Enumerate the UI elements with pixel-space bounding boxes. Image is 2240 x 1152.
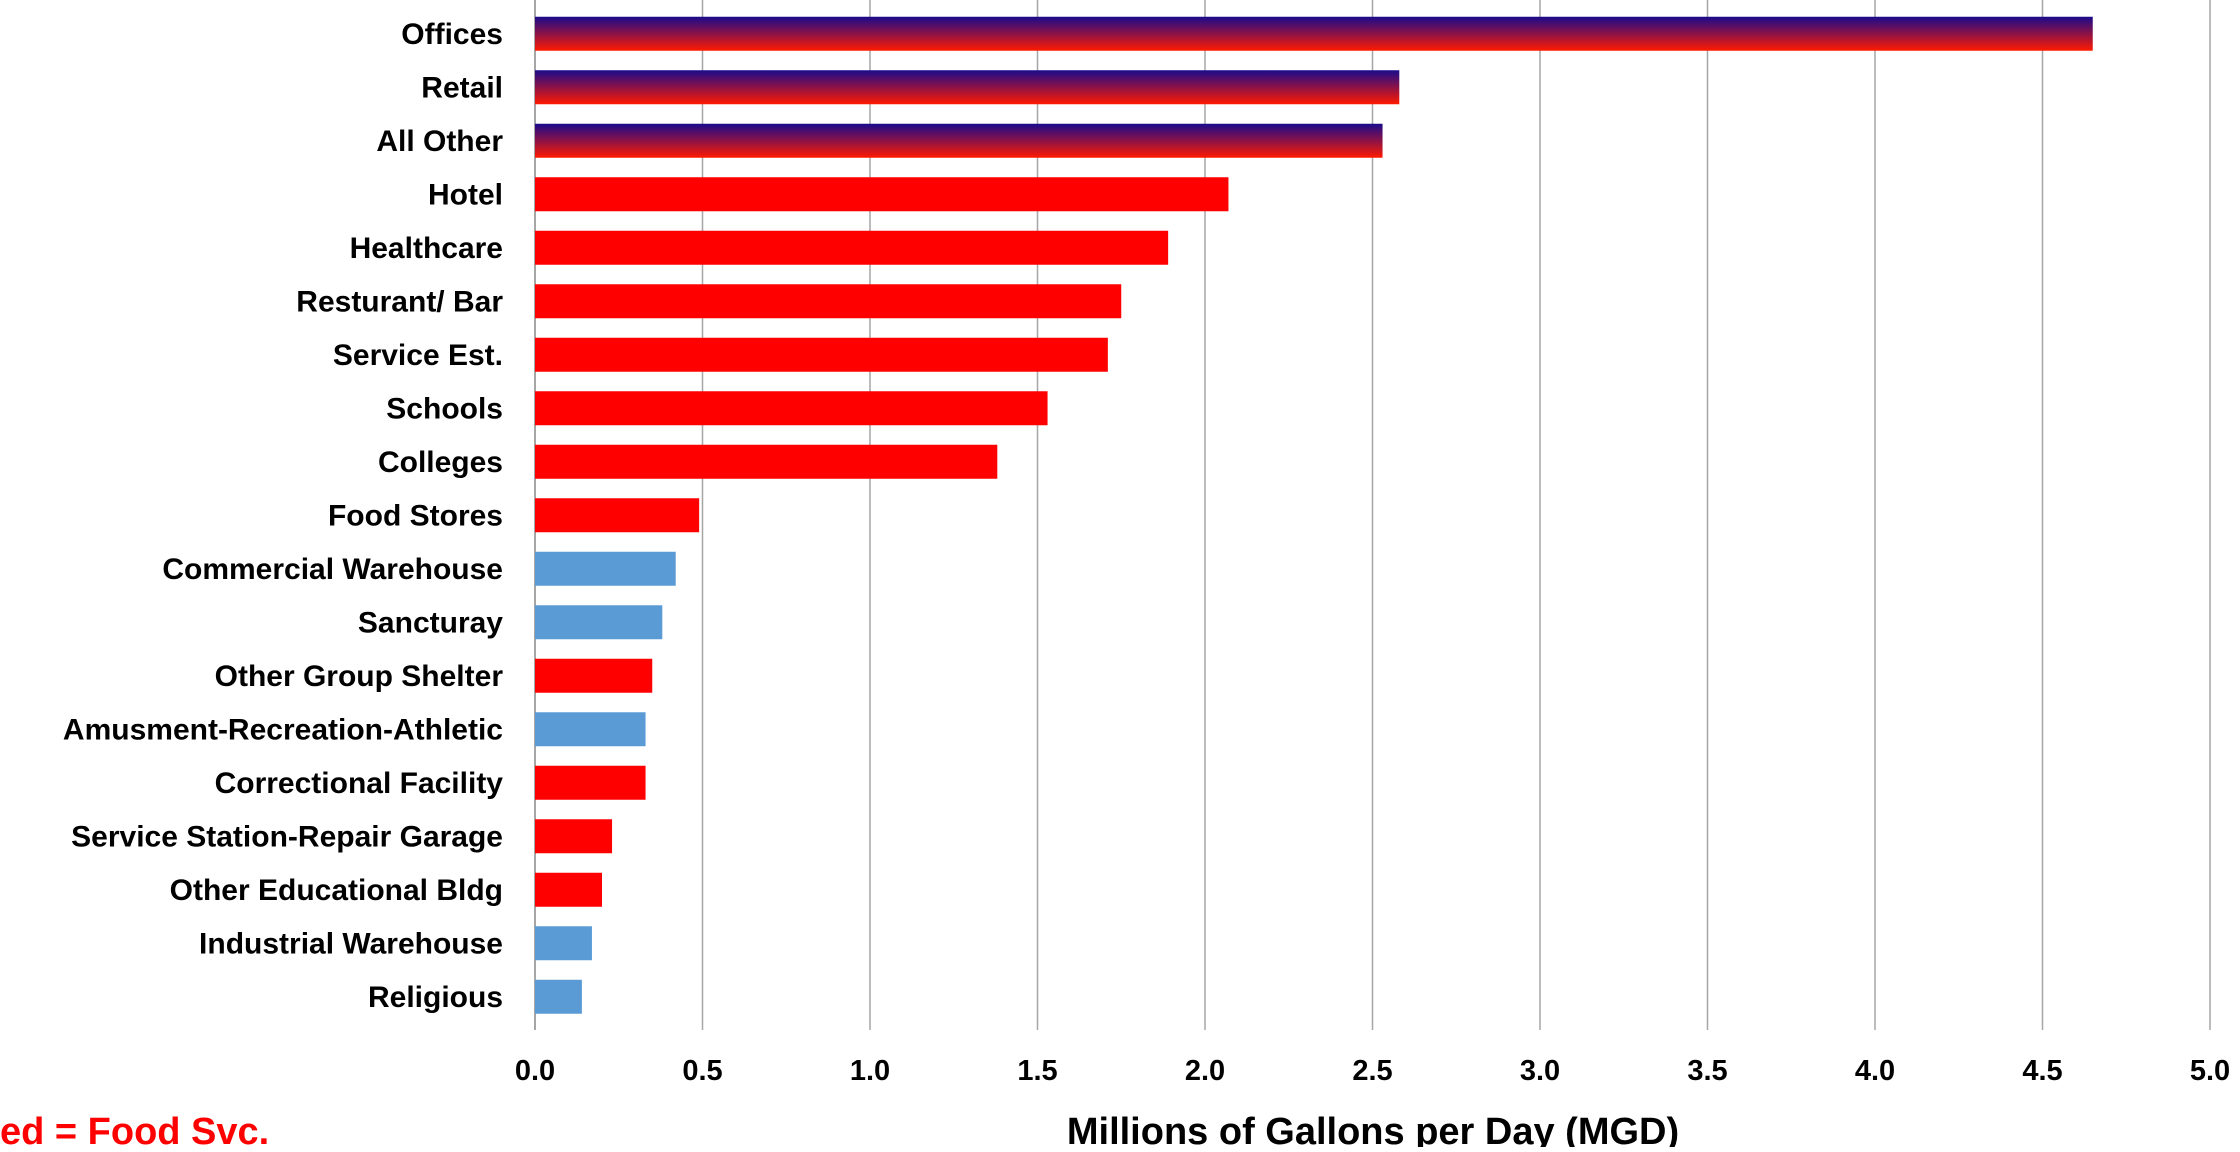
bar [535, 926, 592, 961]
x-axis-title: Millions of Gallons per Day (MGD) [1067, 1111, 1679, 1147]
category-label: Industrial Warehouse [199, 927, 503, 960]
bar [535, 177, 1229, 212]
bar [535, 16, 2093, 51]
bar [535, 391, 1048, 426]
category-label: Resturant/ Bar [296, 285, 503, 318]
category-label: Other Group Shelter [215, 660, 504, 693]
bars [535, 16, 2093, 1014]
gridlines [534, 0, 2211, 1030]
category-label: Sancturay [358, 606, 503, 639]
bar [535, 230, 1169, 265]
bar [535, 605, 663, 640]
x-tick-label: 2.5 [1352, 1055, 1392, 1087]
x-tick-label: 2.0 [1185, 1055, 1225, 1087]
category-label: Healthcare [350, 232, 503, 265]
category-label: Service Station-Repair Garage [71, 820, 503, 853]
bar [535, 658, 653, 693]
bar [535, 872, 602, 907]
category-label: Commercial Warehouse [162, 553, 503, 586]
category-label: All Other [376, 125, 503, 158]
x-tick-label: 1.5 [1017, 1055, 1057, 1087]
x-tick-label: 1.0 [850, 1055, 890, 1087]
category-label: Hotel [428, 178, 503, 211]
x-tick-label: 0.5 [682, 1055, 722, 1087]
category-label: Schools [386, 392, 503, 425]
bar [535, 979, 582, 1014]
category-label: Religious [368, 981, 503, 1014]
x-tick-label: 5.0 [2190, 1055, 2230, 1087]
bar [535, 765, 646, 800]
bar [535, 819, 613, 854]
category-label: Retail [421, 71, 503, 104]
bar [535, 498, 700, 533]
bar [535, 123, 1383, 158]
x-tick-labels: 0.0 0.5 1.0 1.5 2.0 2.5 3.0 3.5 4.0 4.5 5.0 [515, 1055, 2230, 1087]
x-tick-label: 0.0 [515, 1055, 555, 1087]
category-label: Service Est. [333, 339, 503, 372]
category-label: Offices [401, 18, 503, 51]
category-labels: Offices Retail All Other Hotel Healthcare Res… [63, 18, 503, 1014]
x-tick-label: 4.5 [2022, 1055, 2062, 1087]
color-legend-note: ed = Food Svc. [0, 1111, 269, 1147]
bar [535, 444, 998, 479]
bar [535, 284, 1122, 319]
category-label: Other Educational Bldg [170, 874, 503, 907]
category-label: Colleges [378, 446, 503, 479]
x-tick-label: 3.5 [1687, 1055, 1727, 1087]
bar [535, 712, 646, 747]
bar [535, 337, 1108, 372]
bar [535, 70, 1400, 105]
x-tick-label: 4.0 [1855, 1055, 1895, 1087]
category-label: Correctional Facility [215, 767, 504, 800]
x-tick-label: 3.0 [1520, 1055, 1560, 1087]
category-label: Food Stores [328, 499, 503, 532]
bar [535, 551, 676, 586]
category-label: Amusment-Recreation-Athletic [63, 713, 503, 746]
